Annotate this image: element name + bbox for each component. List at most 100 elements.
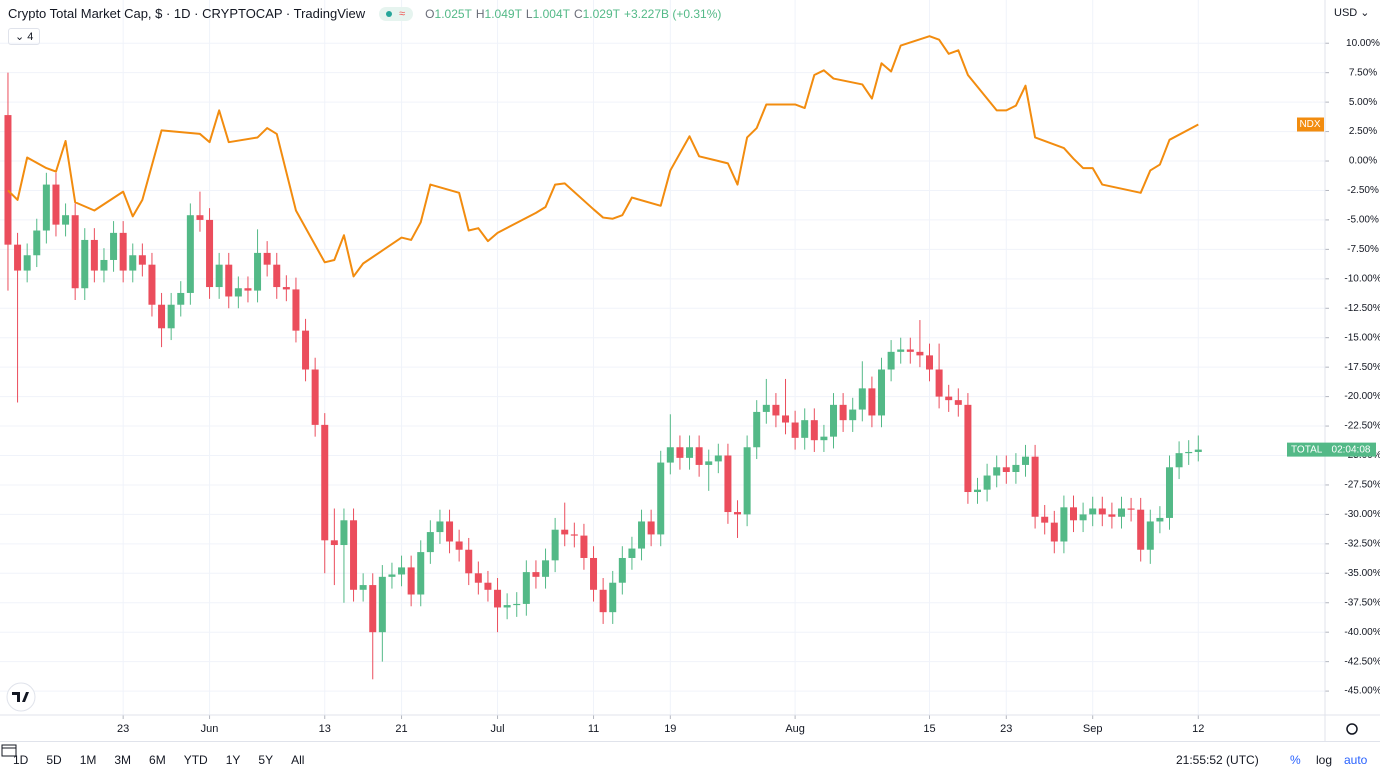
candle-body (158, 304, 166, 329)
candle-body (1041, 516, 1049, 523)
candle-body (263, 252, 271, 265)
candle-body (1185, 451, 1193, 454)
candle-body (762, 404, 770, 412)
ohlc-value: 1.004T (532, 6, 570, 21)
scale-option[interactable]: % (1290, 752, 1301, 767)
candle-body (676, 447, 684, 458)
candle-body (772, 404, 780, 416)
candle-body (71, 215, 79, 289)
candle-body (494, 589, 502, 608)
indicator-count[interactable]: ⌄ 4 (8, 28, 41, 45)
candle-body (119, 232, 127, 271)
y-tick-label: -20.00% (1344, 391, 1380, 402)
candle-body (330, 540, 338, 546)
candle-body (398, 567, 406, 575)
candle-body (570, 534, 578, 536)
x-tick-label: 11 (588, 723, 599, 735)
range-button[interactable]: 1M (79, 752, 97, 767)
candle-body (1127, 508, 1135, 510)
x-tick-label: Jun (201, 723, 219, 735)
candle-body (215, 264, 223, 288)
range-button[interactable]: 5D (46, 752, 62, 767)
y-tick-label: -7.50% (1347, 244, 1379, 255)
candle-body (1156, 517, 1164, 522)
ohlc-value: 1.025T (434, 6, 472, 21)
candle-body (378, 576, 386, 633)
candle-body (839, 404, 847, 421)
candle-body (388, 574, 396, 577)
candle-body (1108, 514, 1116, 517)
currency[interactable]: USD ⌄ (1334, 7, 1370, 19)
candle-body (647, 521, 655, 535)
candle-body (350, 520, 358, 590)
candle-body (714, 455, 722, 462)
candle-body (474, 573, 482, 583)
range-button[interactable]: 1Y (225, 752, 241, 767)
candle-body (1012, 464, 1020, 472)
ohlc-values: O1.025T H1.049T L1.004T C1.029T +3.227B (+0.… (425, 7, 721, 21)
scale-option[interactable]: auto (1344, 752, 1368, 767)
range-button[interactable]: 1D (13, 752, 29, 767)
ohlc-key: L (525, 6, 533, 21)
candle-body (906, 349, 914, 352)
range-button[interactable]: 6M (149, 752, 166, 767)
candle-body (206, 219, 214, 288)
candle-body (1060, 507, 1068, 542)
range-button[interactable]: All (291, 752, 305, 767)
ohlc-value: 1.029T (582, 6, 620, 21)
candle-body (878, 369, 886, 416)
clock: 21:55:52 (UTC) (1176, 752, 1259, 767)
candle-body (638, 521, 646, 549)
candle-body (810, 420, 818, 441)
settings-icon[interactable] (1346, 723, 1358, 735)
ohlc-key: C (573, 6, 583, 21)
compare-pill[interactable]: ≈ (379, 6, 414, 21)
y-tick-label: -42.50% (1344, 656, 1380, 667)
candle-body (964, 404, 972, 493)
candle-body (580, 535, 588, 558)
candle-body (1050, 522, 1058, 542)
y-tick-label: -37.50% (1344, 597, 1380, 608)
candle-body (935, 369, 943, 397)
y-tick-label: -30.00% (1344, 509, 1380, 520)
candle-body (695, 447, 703, 465)
y-tick-label: -32.50% (1344, 538, 1380, 549)
candle-body (426, 532, 434, 553)
candle-body (196, 215, 204, 220)
candle-body (1137, 509, 1145, 550)
countdown: 02:04:08 (1332, 444, 1371, 455)
candle-body (618, 557, 626, 583)
candle-body (234, 288, 242, 297)
candle-body (503, 605, 511, 608)
candle-body (110, 232, 118, 260)
candle-body (62, 215, 70, 225)
candle-body (522, 572, 530, 604)
candle-body (100, 259, 108, 271)
candle-body (801, 420, 809, 438)
candle-body (590, 557, 598, 590)
candle-body (628, 548, 636, 558)
candle-body (542, 560, 550, 577)
candle-body (177, 292, 185, 305)
tv-logo (6, 682, 36, 712)
candle-body (782, 415, 790, 423)
scale-option[interactable]: log (1316, 752, 1333, 767)
range-button[interactable]: 5Y (258, 752, 274, 767)
y-tick-label: -27.50% (1344, 480, 1380, 491)
range-button[interactable]: 3M (114, 752, 132, 767)
candle-body (1089, 508, 1097, 515)
candle-body (282, 287, 290, 290)
range-button[interactable]: YTD (183, 752, 208, 767)
x-tick-label: 12 (1192, 723, 1204, 735)
y-tick-label: 7.50% (1349, 67, 1377, 78)
candle-body (724, 455, 732, 513)
candle-body (359, 585, 367, 590)
x-tick-label: Jul (491, 723, 505, 735)
ohlc-key: O (425, 6, 435, 21)
candle-body (753, 411, 761, 448)
candle-body (186, 215, 194, 293)
candle-body (1175, 453, 1183, 468)
candle-body (945, 396, 953, 401)
candle-body (561, 529, 569, 535)
x-tick-label: 23 (1000, 723, 1012, 735)
